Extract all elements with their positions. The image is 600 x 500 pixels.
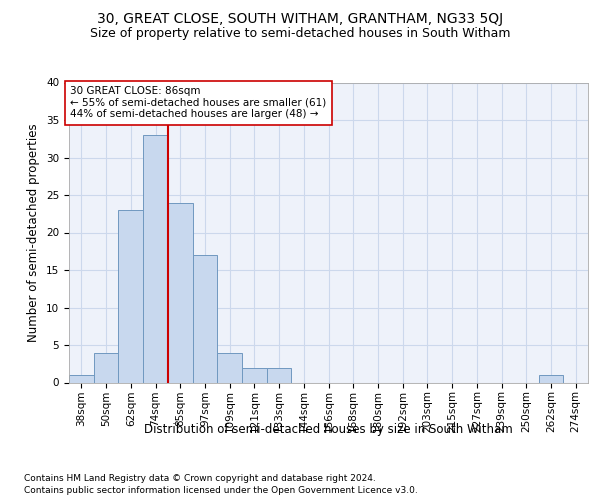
Bar [168, 202, 193, 382]
Bar [242, 368, 267, 382]
Bar [267, 368, 292, 382]
Bar [94, 352, 118, 382]
Text: Size of property relative to semi-detached houses in South Witham: Size of property relative to semi-detach… [90, 28, 510, 40]
Bar [539, 375, 563, 382]
Bar [69, 375, 94, 382]
Text: Contains public sector information licensed under the Open Government Licence v3: Contains public sector information licen… [24, 486, 418, 495]
Text: 30, GREAT CLOSE, SOUTH WITHAM, GRANTHAM, NG33 5QJ: 30, GREAT CLOSE, SOUTH WITHAM, GRANTHAM,… [97, 12, 503, 26]
Bar [217, 352, 242, 382]
Text: Contains HM Land Registry data © Crown copyright and database right 2024.: Contains HM Land Registry data © Crown c… [24, 474, 376, 483]
Bar [193, 255, 217, 382]
Bar [118, 210, 143, 382]
Text: Distribution of semi-detached houses by size in South Witham: Distribution of semi-detached houses by … [145, 422, 513, 436]
Y-axis label: Number of semi-detached properties: Number of semi-detached properties [28, 123, 40, 342]
Text: 30 GREAT CLOSE: 86sqm
← 55% of semi-detached houses are smaller (61)
44% of semi: 30 GREAT CLOSE: 86sqm ← 55% of semi-deta… [70, 86, 326, 120]
Bar [143, 135, 168, 382]
